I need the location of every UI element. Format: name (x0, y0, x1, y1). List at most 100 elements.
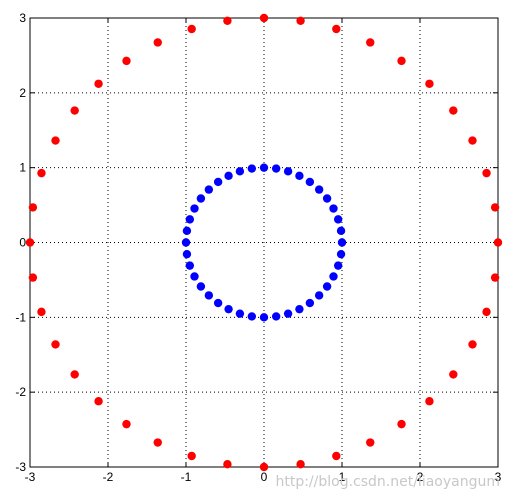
data-point (493, 238, 503, 247)
data-point (482, 168, 491, 178)
data-point (482, 307, 491, 317)
data-point (235, 309, 245, 318)
data-point (366, 438, 375, 447)
data-point (305, 177, 315, 187)
data-point (235, 167, 245, 176)
data-point (187, 24, 196, 34)
data-point (247, 312, 257, 321)
data-point (259, 163, 269, 172)
data-point (332, 24, 341, 34)
data-point (25, 238, 35, 247)
tick-labels: -3 -2 -1 0 1 2 3 -3 -2 -1 0 1 2 3 (15, 11, 501, 484)
data-point (296, 460, 305, 469)
data-point (182, 226, 192, 236)
data-point (490, 273, 500, 282)
data-point (336, 226, 346, 236)
data-point (329, 204, 338, 213)
data-points (25, 13, 503, 472)
data-point (332, 451, 341, 461)
data-point (333, 215, 343, 224)
data-point (425, 397, 434, 406)
data-point (37, 307, 46, 317)
data-point (397, 56, 406, 66)
data-point (366, 38, 375, 47)
x-tick-label: -3 (25, 470, 36, 484)
data-point (247, 164, 257, 173)
data-point (296, 16, 305, 25)
data-point (295, 171, 304, 181)
data-point (283, 309, 293, 318)
data-point (259, 462, 269, 472)
data-point (181, 238, 191, 247)
data-point (70, 370, 79, 379)
data-point (224, 171, 233, 181)
data-point (196, 194, 206, 203)
data-point (336, 249, 346, 259)
data-point (122, 419, 131, 429)
y-tick-label: 3 (19, 11, 26, 25)
x-tick-label: -1 (181, 470, 192, 484)
data-point (153, 438, 162, 447)
data-point (190, 272, 199, 281)
data-point (449, 106, 458, 115)
x-tick-label: 3 (495, 470, 502, 484)
x-tick-label: -2 (103, 470, 114, 484)
data-point (337, 238, 347, 247)
data-point (94, 79, 103, 88)
data-point (283, 167, 293, 176)
data-point (182, 249, 192, 259)
data-point (329, 272, 338, 281)
data-point (153, 38, 162, 47)
x-tick-label: 1 (339, 470, 346, 484)
y-tick-label: 2 (19, 86, 26, 100)
data-point (70, 106, 79, 115)
data-point (213, 177, 223, 187)
data-point (28, 203, 38, 212)
data-point (333, 261, 343, 270)
data-point (314, 185, 324, 194)
y-tick-label: 0 (19, 236, 26, 250)
data-point (37, 168, 46, 178)
data-point (468, 340, 477, 349)
data-point (196, 282, 206, 291)
data-point (185, 215, 195, 224)
data-point (397, 419, 406, 429)
data-point (223, 16, 232, 25)
data-point (425, 79, 434, 88)
y-tick-label: -2 (15, 385, 26, 399)
data-point (187, 451, 196, 461)
data-point (305, 298, 315, 308)
data-point (271, 312, 281, 321)
data-point (259, 313, 269, 322)
data-point (449, 370, 458, 379)
data-point (223, 460, 232, 469)
data-point (224, 304, 233, 314)
data-point (322, 282, 332, 291)
data-point (271, 164, 281, 173)
data-point (295, 304, 304, 314)
data-point (51, 340, 60, 349)
data-point (51, 136, 60, 145)
data-point (204, 185, 214, 194)
data-point (94, 397, 103, 406)
series-0 (25, 13, 503, 472)
data-point (468, 136, 477, 145)
data-point (28, 273, 38, 282)
data-point (490, 203, 500, 212)
data-point (314, 291, 324, 300)
data-point (122, 56, 131, 66)
data-point (259, 13, 269, 23)
data-point (204, 291, 214, 300)
data-point (213, 298, 223, 308)
data-point (190, 204, 199, 213)
y-tick-label: -1 (15, 310, 26, 324)
data-point (185, 261, 195, 270)
y-tick-label: 1 (19, 161, 26, 175)
data-point (322, 194, 332, 203)
x-tick-label: 2 (417, 470, 424, 484)
watermark-text: http://blog.csdn.net/liaoyangum (275, 474, 500, 490)
y-tick-label: -3 (15, 460, 26, 474)
